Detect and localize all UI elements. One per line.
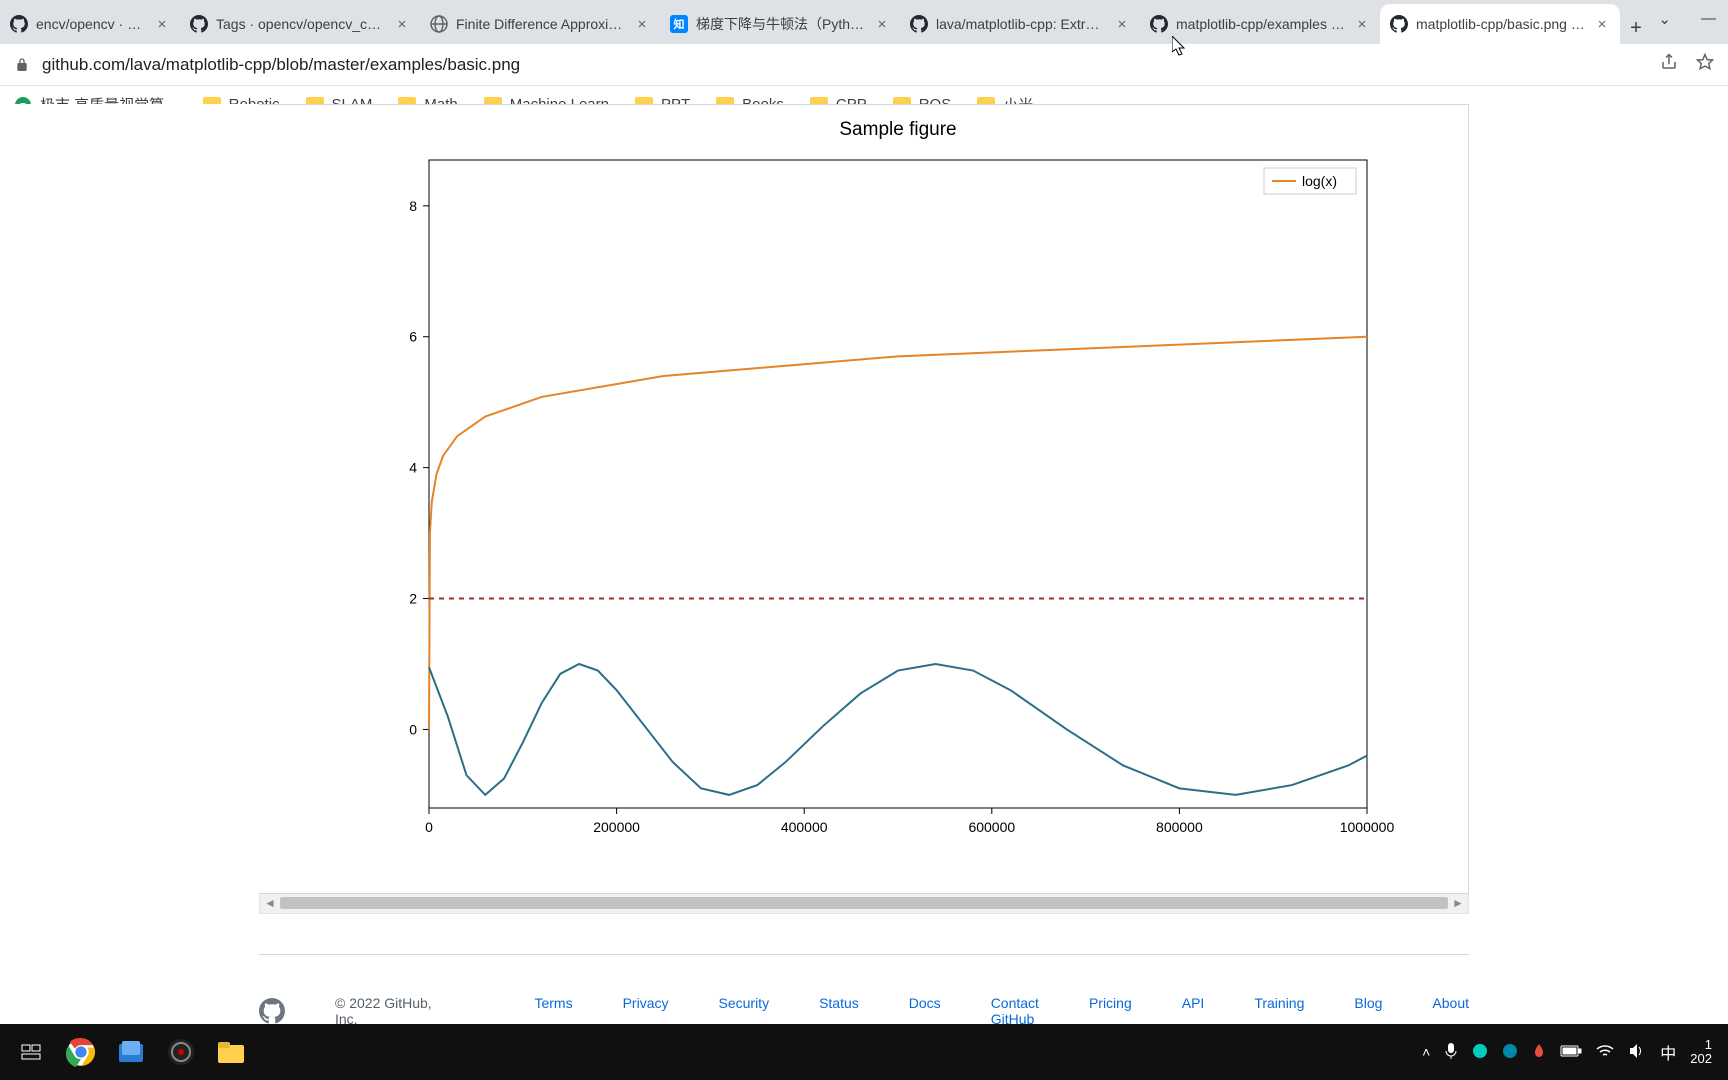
tab-title: Finite Difference Approximati	[456, 16, 626, 32]
tray-clock[interactable]: 1 202	[1690, 1038, 1712, 1067]
browser-tab[interactable]: Finite Difference Approximati ×	[420, 4, 660, 44]
page-content: Sample figure 0 2 4 6 8 0 200000 400000 600000 800…	[0, 104, 1728, 1024]
chart-figure: Sample figure 0 2 4 6 8 0 200000 400000 600000 800…	[259, 105, 1467, 893]
tab-title: matplotlib-cpp/examples at r	[1176, 16, 1346, 32]
tray-mic-icon[interactable]	[1444, 1042, 1458, 1063]
app-icon-1[interactable]	[106, 1027, 156, 1077]
svg-text:0: 0	[425, 819, 433, 835]
footer-links: Terms Privacy Security Status Docs Contact Gi…	[534, 995, 1469, 1027]
browser-chrome: encv/opencv · GitHu×Tags · opencv/opencv…	[0, 0, 1728, 104]
chrome-app-icon[interactable]	[56, 1027, 106, 1077]
address-bar: github.com/lava/matplotlib-cpp/blob/mast…	[0, 44, 1728, 86]
tab-close-icon[interactable]: ×	[154, 16, 170, 32]
horizontal-scrollbar[interactable]: ◄ ►	[259, 894, 1469, 914]
tab-title: 梯度下降与牛顿法（Python）	[696, 14, 866, 34]
tab-strip: encv/opencv · GitHu×Tags · opencv/opencv…	[0, 0, 1728, 44]
window-minimize-icon[interactable]: —	[1701, 10, 1716, 28]
footer-link[interactable]: Status	[819, 995, 859, 1027]
tab-close-icon[interactable]: ×	[1114, 16, 1130, 32]
system-tray: ˄ 中 1 202	[1422, 1038, 1722, 1067]
svg-text:0: 0	[409, 721, 417, 737]
tray-ime[interactable]: 中	[1660, 1040, 1676, 1064]
star-icon[interactable]	[1696, 53, 1714, 76]
browser-tab[interactable]: lava/matplotlib-cpp: Extreme ×	[900, 4, 1140, 44]
footer-link[interactable]: About	[1432, 995, 1469, 1027]
svg-text:600000: 600000	[968, 819, 1015, 835]
footer-link[interactable]: Docs	[909, 995, 941, 1027]
scroll-left-icon[interactable]: ◄	[260, 894, 280, 912]
footer-link[interactable]: Terms	[534, 995, 572, 1027]
tray-wifi-icon[interactable]	[1596, 1044, 1614, 1061]
svg-text:log(x): log(x)	[1302, 173, 1337, 189]
tab-title: matplotlib-cpp/basic.png at r	[1416, 16, 1586, 32]
footer-link[interactable]: Training	[1254, 995, 1304, 1027]
tab-favicon-icon	[190, 15, 208, 33]
svg-text:6: 6	[409, 329, 417, 345]
footer-link[interactable]: API	[1182, 995, 1205, 1027]
tray-volume-icon[interactable]	[1628, 1043, 1646, 1062]
tab-favicon-icon	[430, 15, 448, 33]
tab-close-icon[interactable]: ×	[874, 16, 890, 32]
footer-link[interactable]: Blog	[1354, 995, 1382, 1027]
tab-title: encv/opencv · GitHu	[36, 16, 146, 32]
explorer-app-icon[interactable]	[206, 1027, 256, 1077]
svg-text:400000: 400000	[781, 819, 828, 835]
tray-icon-1[interactable]	[1472, 1043, 1488, 1062]
tray-chevron-icon[interactable]: ˄	[1422, 1044, 1430, 1060]
taskview-icon[interactable]	[6, 1027, 56, 1077]
scroll-right-icon[interactable]: ►	[1448, 894, 1468, 912]
tab-close-icon[interactable]: ×	[1354, 16, 1370, 32]
svg-text:800000: 800000	[1156, 819, 1203, 835]
window-controls: ⌄ —	[1658, 10, 1716, 28]
svg-text:4: 4	[409, 460, 417, 476]
tray-icon-3[interactable]	[1532, 1043, 1546, 1062]
tray-icon-2[interactable]	[1502, 1043, 1518, 1062]
browser-tab[interactable]: matplotlib-cpp/basic.png at r ×	[1380, 4, 1620, 44]
github-logo-icon[interactable]	[259, 998, 285, 1024]
footer-link[interactable]: Security	[719, 995, 770, 1027]
window-menu-icon[interactable]: ⌄	[1658, 10, 1671, 28]
svg-text:Sample figure: Sample figure	[839, 119, 956, 140]
tab-favicon-icon: 知	[670, 15, 688, 33]
tab-favicon-icon	[1390, 15, 1408, 33]
cursor-icon	[1172, 36, 1188, 63]
tab-close-icon[interactable]: ×	[634, 16, 650, 32]
tray-battery-icon[interactable]	[1560, 1044, 1582, 1061]
tab-title: lava/matplotlib-cpp: Extreme	[936, 16, 1106, 32]
new-tab-button[interactable]: +	[1620, 12, 1652, 44]
footer-link[interactable]: Pricing	[1089, 995, 1132, 1027]
windows-taskbar: ˄ 中 1 202	[0, 1024, 1728, 1080]
svg-text:1000000: 1000000	[1340, 819, 1395, 835]
tab-title: Tags · opencv/opencv_contrib	[216, 16, 386, 32]
url-text[interactable]: github.com/lava/matplotlib-cpp/blob/mast…	[42, 55, 520, 75]
footer-link[interactable]: Privacy	[623, 995, 669, 1027]
lock-icon	[14, 57, 30, 73]
obs-app-icon[interactable]	[156, 1027, 206, 1077]
svg-text:2: 2	[409, 591, 417, 607]
footer-copyright: © 2022 GitHub, Inc.	[335, 995, 444, 1027]
browser-tab[interactable]: 知梯度下降与牛顿法（Python） ×	[660, 4, 900, 44]
svg-text:8: 8	[409, 198, 417, 214]
tab-close-icon[interactable]: ×	[394, 16, 410, 32]
image-preview-frame: Sample figure 0 2 4 6 8 0 200000 400000 600000 800…	[259, 104, 1469, 894]
tab-favicon-icon	[910, 15, 928, 33]
share-icon[interactable]	[1660, 53, 1678, 76]
browser-tab[interactable]: Tags · opencv/opencv_contrib ×	[180, 4, 420, 44]
tab-favicon-icon	[10, 15, 28, 33]
svg-text:知: 知	[673, 17, 685, 31]
scrollbar-thumb[interactable]	[280, 897, 1448, 909]
tab-close-icon[interactable]: ×	[1594, 16, 1610, 32]
svg-text:200000: 200000	[593, 819, 640, 835]
footer-link[interactable]: Contact GitHub	[991, 995, 1039, 1027]
tab-favicon-icon	[1150, 15, 1168, 33]
browser-tab[interactable]: encv/opencv · GitHu ×	[0, 4, 180, 44]
